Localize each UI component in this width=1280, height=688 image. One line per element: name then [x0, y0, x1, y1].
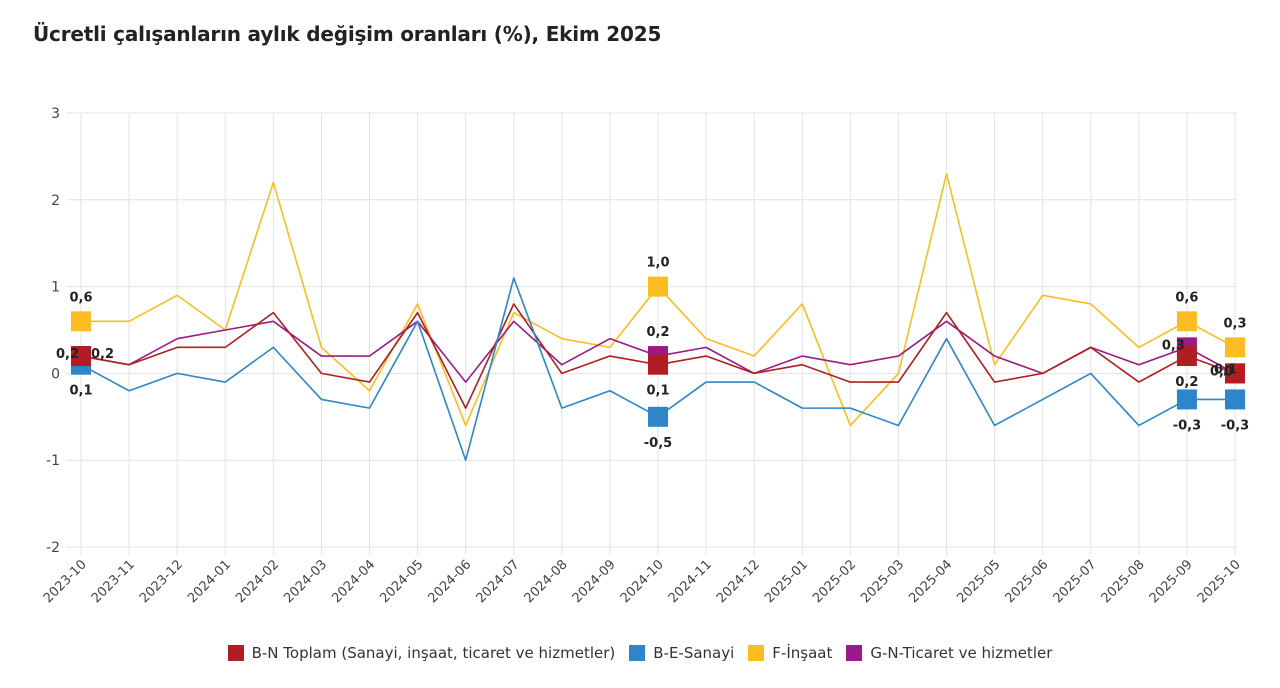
x-tick-label: 2025-05 [954, 557, 1003, 606]
x-tick-label: 2024-10 [618, 557, 667, 606]
x-tick-label: 2024-12 [714, 557, 763, 606]
data-label: 0,2 [646, 325, 669, 340]
y-tick-label: -1 [46, 453, 60, 469]
data-point-marker [71, 346, 91, 367]
data-label: 0,1 [69, 384, 92, 399]
x-tick-label: 2025-07 [1051, 557, 1100, 606]
x-tick-label: 2023-12 [137, 557, 186, 606]
x-tick-label: 2025-06 [1002, 557, 1051, 606]
x-tick-label: 2024-05 [377, 557, 426, 606]
data-point-marker [71, 311, 91, 332]
x-tick-label: 2024-01 [185, 557, 234, 606]
data-label: 1,0 [646, 256, 669, 271]
legend-label: B-E-Sanayi [653, 644, 735, 662]
legend-swatch [227, 645, 244, 661]
x-tick-label: 2025-08 [1099, 557, 1148, 606]
x-tick-label: 2024-09 [570, 557, 619, 606]
x-tick-label: 2024-08 [522, 557, 571, 606]
x-tick-label: 2025-01 [762, 557, 811, 606]
y-tick-label: 3 [51, 106, 60, 122]
x-tick-label: 2024-03 [281, 557, 330, 606]
x-tick-label: 2025-09 [1147, 557, 1196, 606]
chart-title: Ücretli çalışanların aylık değişim oranl… [33, 22, 662, 46]
x-tick-label: 2023-11 [89, 557, 138, 606]
legend-label: F-İnşaat [772, 644, 833, 662]
data-label: -0,3 [1173, 418, 1201, 433]
data-point-marker [648, 406, 668, 427]
x-tick-label: 2025-10 [1195, 557, 1244, 606]
x-tick-label: 2025-04 [906, 557, 955, 606]
data-label: 0,1 [646, 384, 669, 399]
data-label: 0,3 [1223, 316, 1246, 331]
x-tick-label: 2023-10 [41, 557, 90, 606]
data-label: 0,2 [56, 347, 79, 362]
data-point-marker [1176, 311, 1197, 332]
data-label: 0,6 [69, 290, 92, 305]
legend-item-bn-toplam[interactable]: B-N Toplam (Sanayi, inşaat, ticaret ve h… [227, 644, 616, 662]
legend-swatch [748, 645, 765, 661]
legend-label: G-N-Ticaret ve hizmetler [870, 644, 1053, 662]
x-tick-label: 2025-02 [810, 557, 859, 606]
data-label: -0,3 [1221, 418, 1249, 433]
data-point-marker [1225, 363, 1245, 384]
y-tick-label: 0 [51, 366, 60, 382]
y-axis-ticks: 3 2 1 0 -1 -2 [46, 106, 60, 556]
data-label: -0,5 [644, 436, 672, 451]
legend-item-f-insaat[interactable]: F-İnşaat [748, 644, 832, 662]
data-point-marker [648, 354, 668, 375]
series-markers [71, 276, 1245, 427]
y-tick-label: 2 [51, 193, 60, 209]
data-label: 0,2 [91, 347, 114, 362]
legend-label: B-N Toplam (Sanayi, inşaat, ticaret ve h… [251, 644, 616, 662]
data-label: 0,1 [1214, 362, 1237, 377]
data-labels: 0,6 0,2 0,2 0,1 1,0 0,2 0,1 -0,5 0,6 0,3 0,2 -0,3 0,… [56, 256, 1249, 451]
y-tick-label: -2 [46, 540, 60, 556]
data-label: 0,2 [1175, 375, 1198, 390]
legend-item-be-sanayi[interactable]: B-E-Sanayi [629, 644, 734, 662]
x-axis-ticks: 2023-10 2023-11 2023-12 2024-01 2024-02 2024-… [41, 557, 1244, 606]
x-tick-label: 2025-03 [858, 557, 907, 606]
y-tick-label: 1 [51, 280, 60, 296]
data-label: 0,3 [1162, 338, 1185, 353]
data-label: 0,6 [1175, 290, 1198, 305]
x-tick-label: 2024-11 [666, 557, 715, 606]
data-point-marker [1176, 389, 1197, 410]
data-point-marker [1176, 346, 1197, 367]
data-point-marker [648, 276, 668, 297]
legend: B-N Toplam (Sanayi, inşaat, ticaret ve h… [0, 644, 1280, 662]
legend-swatch [629, 645, 646, 661]
legend-swatch [846, 645, 863, 661]
x-tick-label: 2024-07 [474, 557, 523, 606]
data-label: 0,0 [1210, 364, 1233, 379]
x-tick-label: 2024-02 [233, 557, 282, 606]
grid [66, 112, 1237, 555]
data-point-marker [1225, 389, 1245, 410]
x-tick-label: 2024-04 [329, 557, 378, 606]
legend-item-gn-ticaret[interactable]: G-N-Ticaret ve hizmetler [846, 644, 1052, 662]
x-tick-label: 2024-06 [425, 557, 474, 606]
data-point-marker [1225, 337, 1245, 358]
